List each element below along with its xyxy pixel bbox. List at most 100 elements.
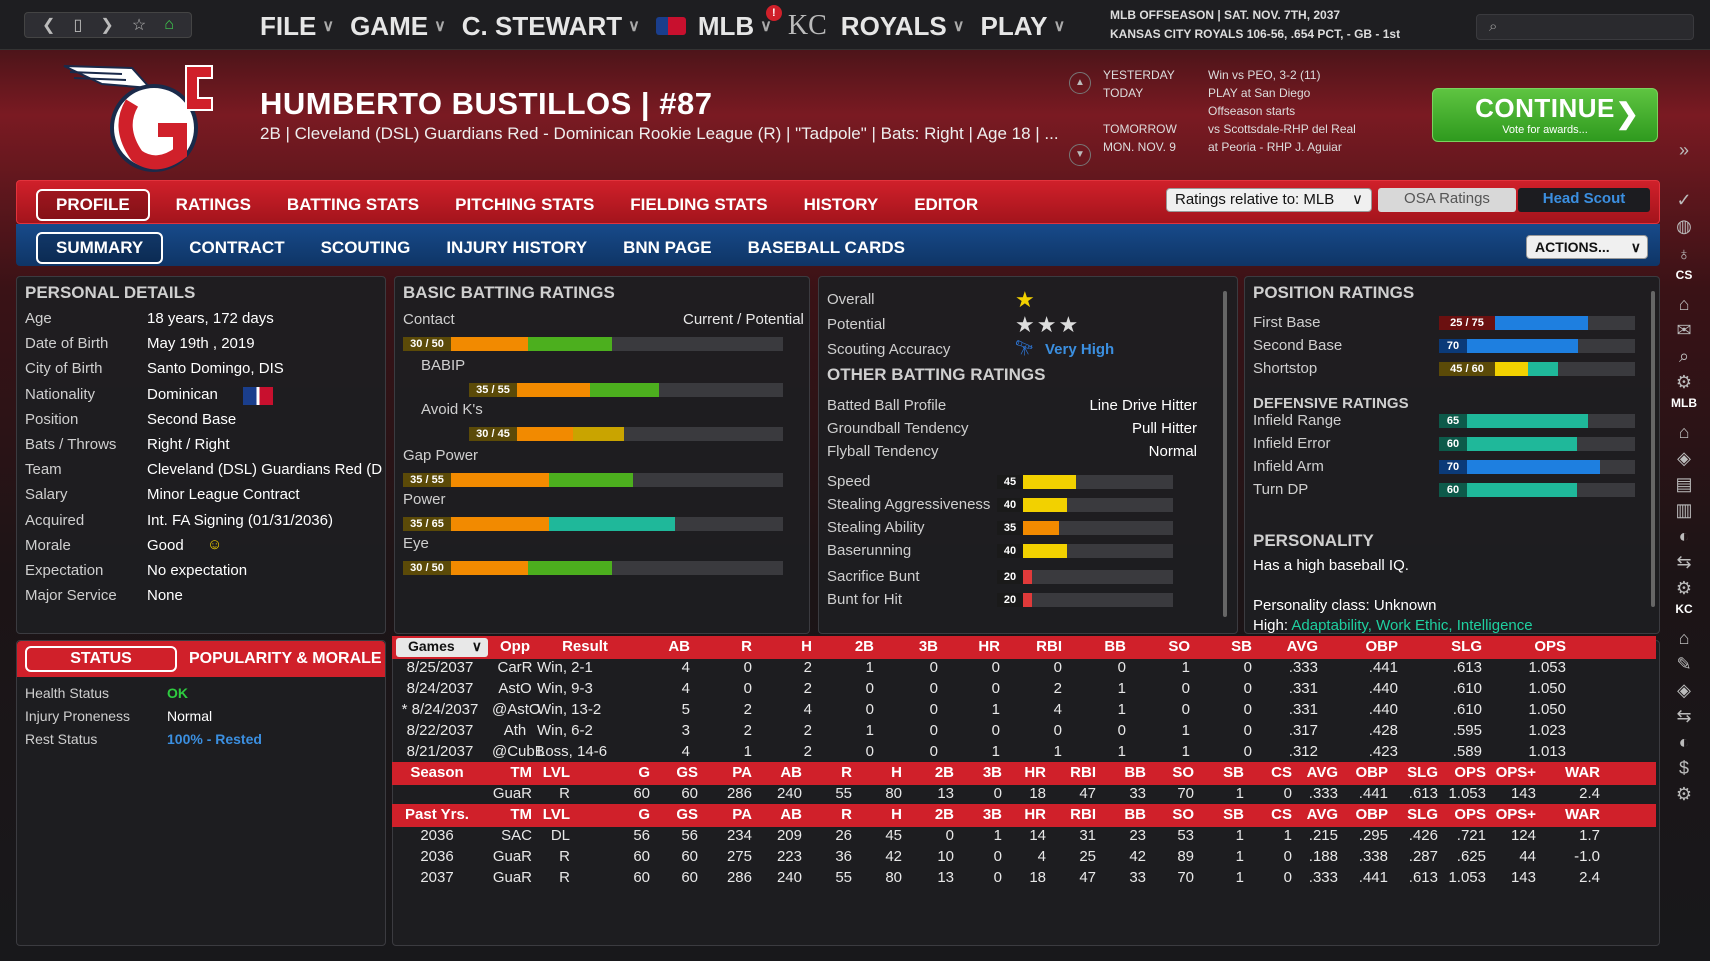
mail-icon[interactable]: ✉ (1676, 320, 1692, 340)
cell: AB (780, 806, 802, 823)
defensive-ratings-title: DEFENSIVE RATINGS (1253, 395, 1409, 412)
table-row: 8/24/2037 AstO Win, 9-3 4 0 2 0 0 0 2 1 0 0 .331 .440.… (392, 678, 1656, 701)
table-row: 8/22/2037 Ath Win, 6-2 3 2 2 1 0 0 0 0 1 0 .317 .428 .5… (392, 720, 1656, 743)
tab-summary[interactable]: SUMMARY (36, 232, 164, 264)
cell: 0 (865, 680, 874, 697)
menu-royals[interactable]: KC ROYALS ∨ (787, 10, 965, 41)
home-icon[interactable]: ⌂ (164, 16, 174, 33)
schedule-down-button[interactable]: ▼ (1069, 144, 1091, 166)
cell: 1 (1283, 827, 1292, 844)
detail-value: Santo Domingo, DIS (147, 360, 284, 378)
news-icon[interactable]: ▤ (1675, 474, 1693, 494)
cell: WAR (1565, 806, 1600, 823)
tab-ratings[interactable]: RATINGS (175, 195, 251, 214)
tab-fielding-stats[interactable]: FIELDING STATS (630, 195, 768, 214)
scrollbar[interactable] (1651, 291, 1655, 607)
cell: 0 (1283, 848, 1292, 865)
cell: 10 (937, 848, 954, 865)
tab-scouting[interactable]: SCOUTING (320, 238, 411, 257)
check-icon[interactable]: ✓ (1676, 190, 1692, 210)
search-icon[interactable]: ⌕ (1678, 346, 1690, 366)
sub-tabs: SUMMARY CONTRACT SCOUTING INJURY HISTORY BNN… (36, 232, 923, 264)
tab-contract[interactable]: CONTRACT (189, 238, 285, 257)
team-record: KANSAS CITY ROYALS 106-56, .654 PCT, - G… (1110, 27, 1401, 41)
tab-profile[interactable]: PROFILE (36, 189, 150, 221)
tab-injury-history[interactable]: INJURY HISTORY (446, 238, 588, 257)
collapse-icon[interactable]: » (1678, 140, 1689, 160)
status-value: Normal (167, 708, 213, 724)
scrollbar[interactable] (1223, 291, 1227, 617)
cell: 0 (1243, 659, 1252, 676)
tab-bnn-page[interactable]: BNN PAGE (623, 238, 712, 257)
rating-label: Power (403, 491, 446, 508)
forward-icon[interactable]: ❯ (100, 17, 114, 34)
back-icon[interactable]: ❮ (42, 17, 56, 34)
rating-value: 35 / 65 (403, 517, 451, 531)
popularity-morale-tab[interactable]: POPULARITY & MORALE (189, 650, 382, 667)
tab-pitching-stats[interactable]: PITCHING STATS (455, 195, 595, 214)
rating-value: 30 / 45 (469, 427, 517, 441)
ball-icon[interactable]: ◐ (1678, 732, 1690, 752)
cell: 45 (885, 827, 902, 844)
page-icon[interactable]: ▯ (73, 17, 83, 34)
diamond-icon[interactable]: ◈ (1677, 448, 1691, 468)
cell: R (741, 638, 752, 655)
cell: SLG (1407, 764, 1438, 781)
menu-game[interactable]: GAME ∨ (350, 10, 446, 41)
cell: AstO (498, 680, 532, 697)
cell: 1 (993, 827, 1002, 844)
globe-icon[interactable]: ◍ (1676, 216, 1692, 236)
flag-icon (243, 386, 273, 405)
games-dropdown[interactable]: Games ∨ (396, 638, 488, 657)
scouting-accuracy-value: Very High (1045, 341, 1115, 358)
exchange-icon[interactable]: ⇆ (1676, 552, 1692, 572)
tab-batting-stats[interactable]: BATTING STATS (286, 195, 420, 214)
schedule-day: TOMORROW (1103, 122, 1177, 136)
cell: SLG (1451, 638, 1482, 655)
schedule-up-button[interactable]: ▲ (1069, 72, 1091, 94)
schedule-day: TODAY (1103, 86, 1144, 100)
binoculars-icon: 🔭︎ (1015, 340, 1035, 357)
rating-value: 30 / 50 (403, 337, 451, 351)
menu-play[interactable]: PLAY ∨ (980, 10, 1066, 41)
search-input[interactable]: ⌕ (1476, 14, 1694, 40)
detail-value: Int. FA Signing (01/31/2036) (147, 511, 333, 529)
cell: SO (1168, 638, 1190, 655)
head-scout-button[interactable]: Head Scout (1518, 188, 1650, 212)
diamond-icon[interactable]: ◈ (1677, 680, 1691, 700)
home-icon[interactable]: ⌂ (1678, 422, 1690, 442)
cell: 8/21/2037 (406, 743, 474, 760)
tools-icon[interactable]: ✎ (1676, 654, 1692, 674)
tab-history[interactable]: HISTORY (803, 195, 879, 214)
cell: 0 (1053, 722, 1062, 739)
settings-icon[interactable]: ⚙ (1675, 784, 1693, 804)
settings-icon[interactable]: ⚙ (1675, 578, 1693, 598)
star-icon[interactable]: ☆ (131, 17, 147, 34)
cell: 55 (835, 869, 852, 886)
home-icon[interactable]: ⌂ (1678, 294, 1690, 314)
menu-file[interactable]: FILE ∨ (260, 10, 335, 41)
settings-icon[interactable]: ⚙ (1675, 372, 1693, 392)
exchange-icon[interactable]: ⇆ (1676, 706, 1692, 726)
menu-manager[interactable]: C. STEWART ∨ (461, 10, 640, 41)
ball-icon[interactable]: ◐ (1678, 526, 1690, 546)
bulb-icon[interactable]: ♁ (1677, 244, 1691, 264)
home-icon[interactable]: ⌂ (1678, 628, 1690, 648)
tab-baseball-cards[interactable]: BASEBALL CARDS (747, 238, 905, 257)
dollar-icon[interactable]: $ (1678, 758, 1689, 778)
chart-icon[interactable]: ▥ (1675, 500, 1693, 520)
cell: LVL (542, 806, 570, 823)
tab-editor[interactable]: EDITOR (914, 195, 979, 214)
continue-button[interactable]: CONTINUE Vote for awards... ❯ (1432, 88, 1658, 142)
cell: 4 (681, 659, 690, 676)
menu-mlb[interactable]: MLB! ∨ (655, 4, 782, 42)
actions-dropdown[interactable]: ACTIONS... ∨ (1526, 235, 1648, 259)
cell: 1 (1235, 785, 1244, 802)
status-tab[interactable]: STATUS (25, 646, 177, 672)
right-sidebar: » ✓ ◍ ♁ CS ⌂ ✉ ⌕ ⚙ MLB ⌂ ◈ ▤ ▥ ◐ ⇆ ⚙ KC ⌂ ✎ ◈ ⇆ ◐ $ ⚙ (1664, 140, 1704, 870)
cell: GuaR (492, 869, 532, 886)
ratings-relative-select[interactable]: Ratings relative to: MLB ∨ (1166, 188, 1372, 212)
chevron-down-icon: ∨ (434, 18, 446, 35)
cell: .589 (1452, 743, 1482, 760)
osa-ratings-button[interactable]: OSA Ratings (1378, 188, 1516, 212)
